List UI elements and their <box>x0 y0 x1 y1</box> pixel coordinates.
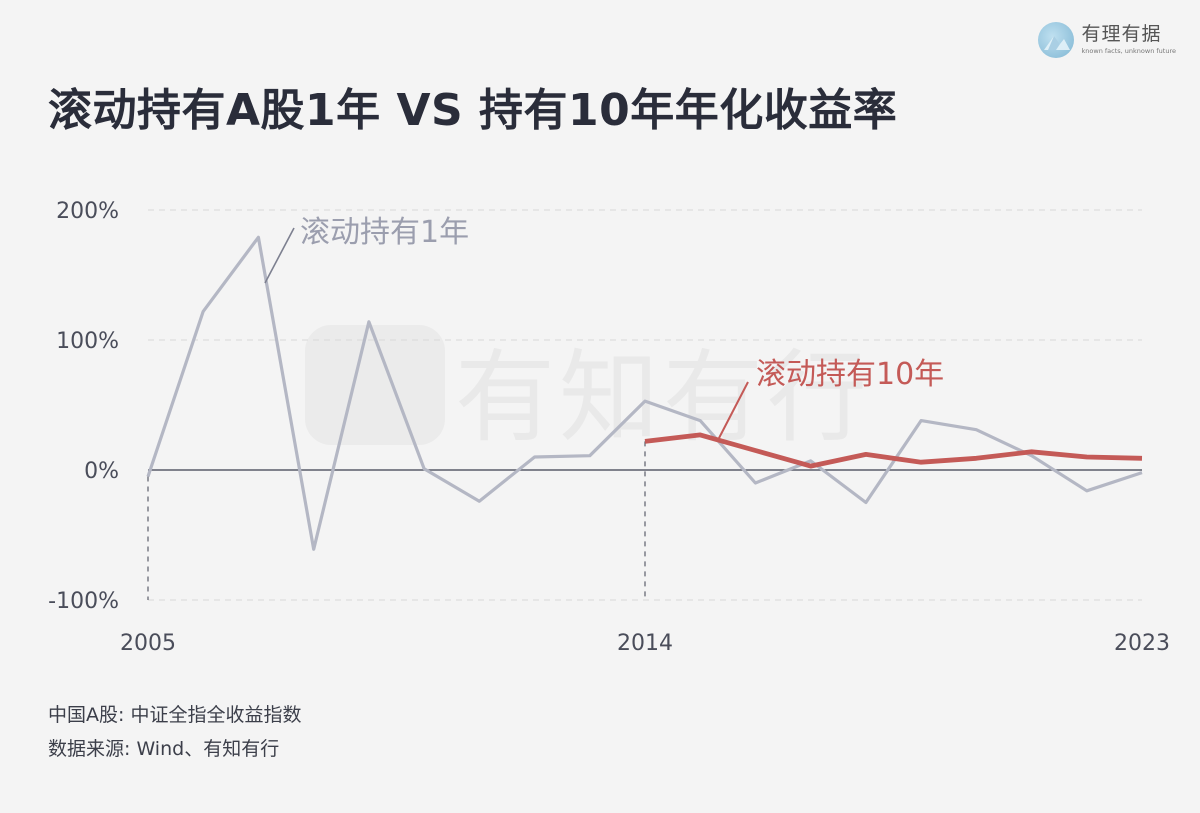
watermark-text: 有知有行 <box>455 339 871 456</box>
x-tick-label: 2014 <box>617 631 673 656</box>
y-tick-label: 0% <box>84 459 119 484</box>
annotation-leader-10-year <box>717 381 749 441</box>
brand: 有理有据 known facts, unknown future <box>1037 22 1176 58</box>
footnote-index: 中国A股: 中证全指全收益指数 <box>48 704 302 726</box>
brand-logo-icon <box>1037 22 1074 58</box>
brand-name: 有理有据 <box>1081 23 1162 46</box>
watermark-logo-icon <box>305 325 445 445</box>
series-line-10-year <box>644 432 1143 469</box>
series-line-1-year <box>146 235 1143 551</box>
brand-tagline: known facts, unknown future <box>1081 47 1176 56</box>
y-tick-label: 100% <box>56 329 119 354</box>
footnote-source: 数据来源: Wind、有知有行 <box>48 738 280 760</box>
y-tick-label: 200% <box>56 199 119 224</box>
x-tick-label: 2023 <box>1114 631 1170 656</box>
footnotes: 中国A股: 中证全指全收益指数 数据来源: Wind、有知有行 <box>48 698 301 766</box>
annotation-leader-1-year <box>264 227 295 284</box>
series-label-10-year: 滚动持有10年 <box>756 357 944 392</box>
page-title: 滚动持有A股1年 VS 持有10年年化收益率 <box>48 85 898 136</box>
series-label-1-year: 滚动持有1年 <box>300 215 469 250</box>
y-tick-label: -100% <box>48 589 119 614</box>
x-tick-label: 2005 <box>120 631 176 656</box>
